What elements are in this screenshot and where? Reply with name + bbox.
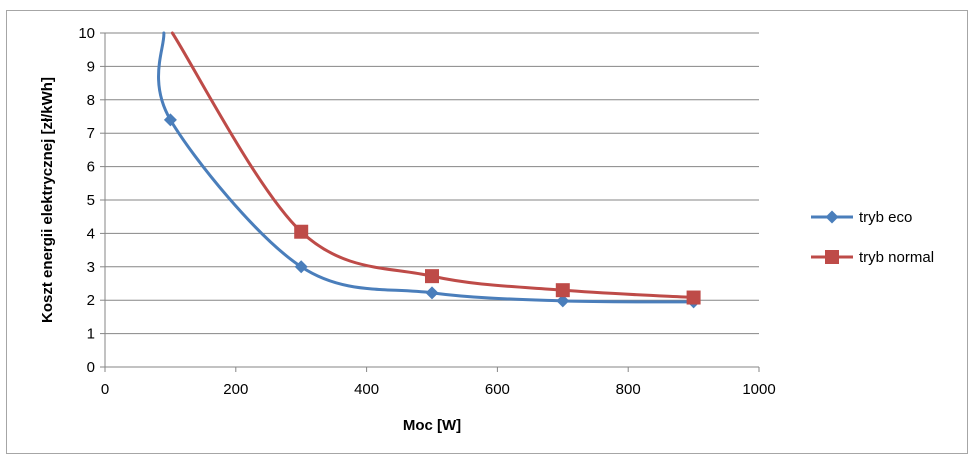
y-tick-label: 7 (87, 125, 95, 142)
legend-label-normal: tryb normal (859, 249, 934, 266)
y-tick-label: 2 (87, 292, 95, 309)
y-tick-label: 4 (87, 225, 95, 242)
y-tick-label: 0 (87, 359, 95, 376)
data-point (425, 269, 439, 284)
data-point (425, 286, 439, 300)
x-axis-title: Moc [W] (403, 417, 461, 434)
y-tick-labels: 0 1 2 3 4 5 6 7 8 9 10 (78, 25, 105, 376)
x-tick-label: 800 (616, 381, 641, 398)
y-tick-label: 1 (87, 326, 95, 343)
data-point (163, 113, 177, 127)
legend: tryb eco tryb normal (811, 209, 934, 266)
y-tick-label: 8 (87, 92, 95, 109)
chart-frame (6, 10, 968, 454)
series-line (170, 31, 696, 300)
legend-item-eco: tryb eco (811, 209, 912, 226)
series-tryb-normal (170, 31, 701, 305)
data-point (556, 294, 570, 308)
grid-layer (105, 32, 759, 335)
x-tick-label: 600 (485, 381, 510, 398)
series-layer (157, 31, 701, 309)
legend-marker-eco (825, 210, 839, 224)
y-tick-label: 5 (87, 192, 95, 209)
y-axis-title: Koszt energii elektrycznej [zł/kWh] (39, 77, 56, 323)
x-tick-label: 400 (354, 381, 379, 398)
y-tick-label: 10 (78, 25, 95, 42)
legend-marker-normal (825, 250, 839, 264)
y-tick-label: 9 (87, 58, 95, 75)
data-point (294, 260, 308, 274)
x-tick-label: 1000 (742, 381, 775, 398)
y-tick-label: 6 (87, 159, 95, 176)
series-line (157, 31, 696, 304)
data-point (294, 224, 309, 239)
legend-label-eco: tryb eco (859, 209, 912, 226)
x-tick-labels: 0 200 400 600 800 1000 (101, 367, 776, 398)
legend-item-normal: tryb normal (811, 249, 934, 266)
x-tick-label: 200 (223, 381, 248, 398)
data-point (686, 290, 701, 305)
x-tick-label: 0 (101, 381, 109, 398)
y-tick-label: 3 (87, 259, 95, 276)
data-point (555, 283, 570, 298)
